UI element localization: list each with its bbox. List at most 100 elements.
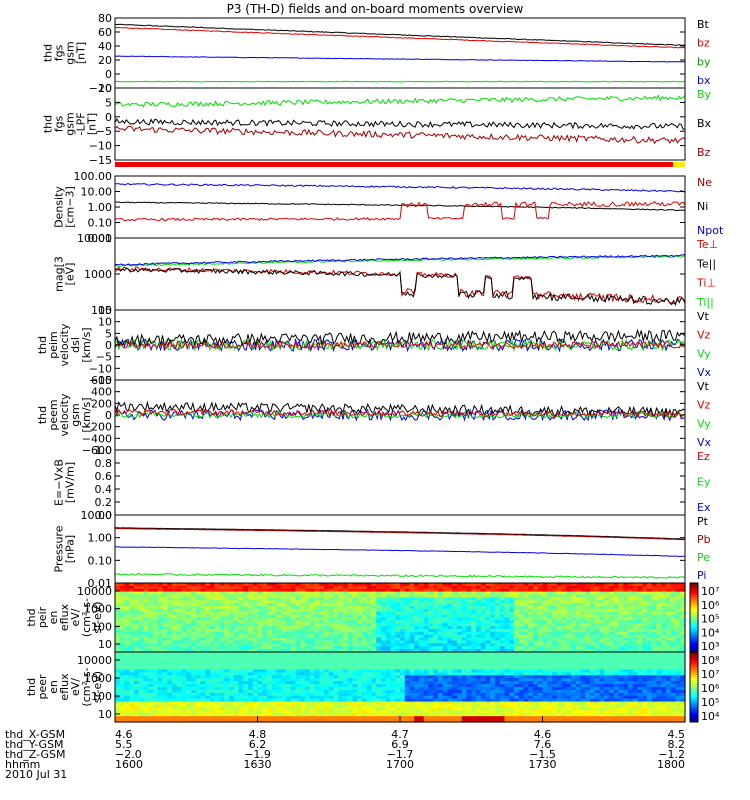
- heatmap-cell: [191, 675, 197, 679]
- heatmap-cell: [295, 657, 301, 662]
- heatmap-cell: [200, 640, 206, 644]
- heatmap-cell: [200, 666, 206, 671]
- heatmap-cell: [115, 606, 121, 610]
- heatmap-cell: [404, 614, 411, 619]
- heatmap-cell: [238, 631, 244, 636]
- heatmap-cell: [552, 666, 558, 671]
- heatmap-cell: [176, 640, 183, 644]
- heatmap-cell: [661, 611, 667, 616]
- heatmap-cell: [613, 606, 620, 610]
- heatmap-cell: [466, 657, 472, 662]
- heatmap-cell: [504, 614, 510, 619]
- heatmap-cell: [414, 675, 420, 679]
- heatmap-cell: [271, 675, 278, 679]
- heatmap-cell: [675, 649, 681, 653]
- heatmap-cell: [442, 585, 449, 590]
- heatmap-cell: [362, 583, 368, 587]
- heatmap-cell: [300, 617, 306, 621]
- heatmap-cell: [324, 669, 330, 674]
- heatmap-cell: [257, 597, 263, 601]
- heatmap-cell: [262, 631, 268, 636]
- heatmap-cell: [148, 640, 154, 644]
- heatmap-cell: [628, 681, 634, 685]
- heatmap-cell: [466, 585, 472, 590]
- heatmap-cell: [518, 608, 525, 613]
- heatmap-cell: [319, 678, 325, 682]
- heatmap-cell: [191, 629, 197, 633]
- heatmap-cell: [328, 583, 335, 587]
- heatmap-cell: [675, 646, 681, 650]
- heatmap-cell: [157, 606, 164, 610]
- heatmap-cell: [281, 643, 287, 647]
- heatmap-cell: [628, 692, 634, 697]
- ylabel-p1: thd: [42, 44, 55, 62]
- heatmap-cell: [224, 597, 230, 601]
- heatmap-cell: [143, 681, 149, 685]
- heatmap-cell: [229, 657, 235, 662]
- heatmap-cell: [452, 617, 458, 621]
- heatmap-cell: [438, 623, 444, 627]
- heatmap-cell: [594, 660, 601, 665]
- heatmap-cell: [585, 626, 591, 630]
- heatmap-cell: [618, 637, 624, 642]
- heatmap-cell: [661, 623, 667, 627]
- heatmap-cell: [637, 617, 643, 621]
- heatmap-cell: [400, 643, 406, 647]
- heatmap-cell: [219, 603, 225, 607]
- heatmap-cell: [471, 652, 477, 656]
- heatmap-cell: [533, 583, 539, 587]
- heatmap-cell: [181, 689, 187, 694]
- heatmap-cell: [457, 663, 463, 668]
- heatmap-cell: [514, 631, 520, 636]
- heatmap-cell: [433, 681, 439, 685]
- heatmap-cell: [656, 649, 662, 653]
- heatmap-cell: [352, 611, 358, 616]
- heatmap-cell: [238, 652, 244, 656]
- heatmap-cell: [229, 591, 235, 596]
- heatmap-cell: [148, 623, 154, 627]
- heatmap-cell: [571, 617, 577, 621]
- ytick-label: 100: [91, 620, 112, 633]
- heatmap-cell: [533, 660, 539, 665]
- heatmap-cell: [233, 684, 240, 688]
- heatmap-cell: [428, 669, 434, 674]
- heatmap-cell: [214, 652, 221, 656]
- heatmap-cell: [461, 614, 468, 619]
- heatmap-cell: [461, 629, 468, 633]
- status-bar-yellow: [673, 162, 685, 167]
- heatmap-cell: [233, 678, 240, 682]
- heatmap-cell: [457, 620, 463, 624]
- heatmap-cell: [333, 588, 339, 593]
- heatmap-cell: [490, 611, 496, 616]
- heatmap-cell: [347, 634, 354, 639]
- heatmap-cell: [499, 591, 506, 596]
- heatmap-cell: [575, 588, 582, 593]
- heatmap-cell: [533, 646, 539, 650]
- heatmap-cell: [371, 640, 377, 644]
- heatmap-cell: [423, 684, 430, 688]
- heatmap-cell: [409, 663, 415, 668]
- heatmap-cell: [376, 687, 382, 691]
- heatmap-cell: [172, 652, 178, 656]
- heatmap-cell: [333, 591, 339, 596]
- heatmap-cell: [504, 600, 510, 604]
- heatmap-cell: [148, 695, 154, 700]
- heatmap-cell: [537, 626, 544, 630]
- heatmap-cell: [499, 594, 506, 598]
- heatmap-cell: [409, 611, 415, 616]
- heatmap-cell: [409, 583, 415, 587]
- heatmap-cell: [518, 684, 525, 688]
- heatmap-cell: [186, 623, 192, 627]
- heatmap-cell: [523, 631, 529, 636]
- heatmap-cell: [319, 606, 325, 610]
- heatmap-cell: [523, 666, 529, 671]
- ytick-label: 1.00: [88, 532, 113, 545]
- heatmap-cell: [571, 600, 577, 604]
- heatmap-cell: [238, 681, 244, 685]
- heatmap-cell: [523, 603, 529, 607]
- heatmap-cell: [495, 663, 501, 668]
- heatmap-cell: [153, 594, 159, 598]
- heatmap-cell: [628, 583, 634, 587]
- heatmap-cell: [504, 611, 510, 616]
- heatmap-cell: [670, 606, 677, 610]
